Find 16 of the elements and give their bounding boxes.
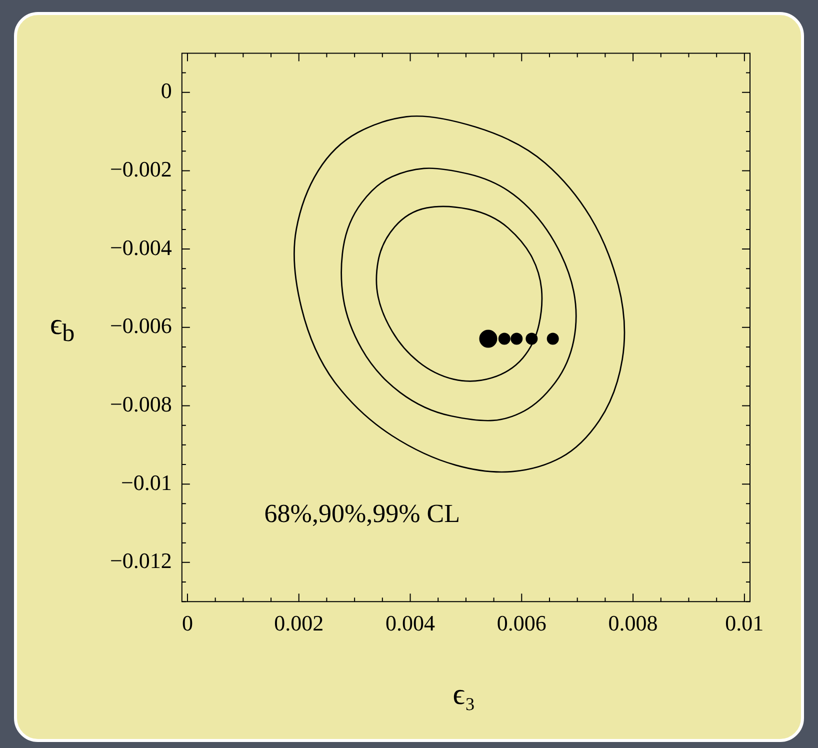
y-tick-label: −0.002	[110, 156, 172, 182]
y-tick-label: −0.008	[110, 392, 172, 417]
x-tick-label: 0.002	[274, 610, 324, 636]
x-tick-label: 0.004	[386, 610, 436, 636]
x-tick-label: 0.006	[496, 610, 546, 636]
y-tick-label: −0.012	[110, 548, 172, 574]
x-tick-label: 0.008	[608, 610, 658, 636]
y-tick-label: −0.006	[110, 313, 172, 338]
x-tick-label: 0	[182, 610, 193, 636]
y-tick-label: 0	[160, 78, 172, 104]
y-axis-title: ϵ$_{b}$	[50, 308, 75, 348]
annotation: 68%,90%,99% CL	[264, 499, 460, 528]
y-tick-label: −0.004	[110, 234, 172, 260]
x-axis-title: ϵ₃	[452, 678, 476, 712]
x-tick-label: 0.01	[725, 610, 764, 636]
y-tick-label: −0.01	[120, 470, 172, 495]
